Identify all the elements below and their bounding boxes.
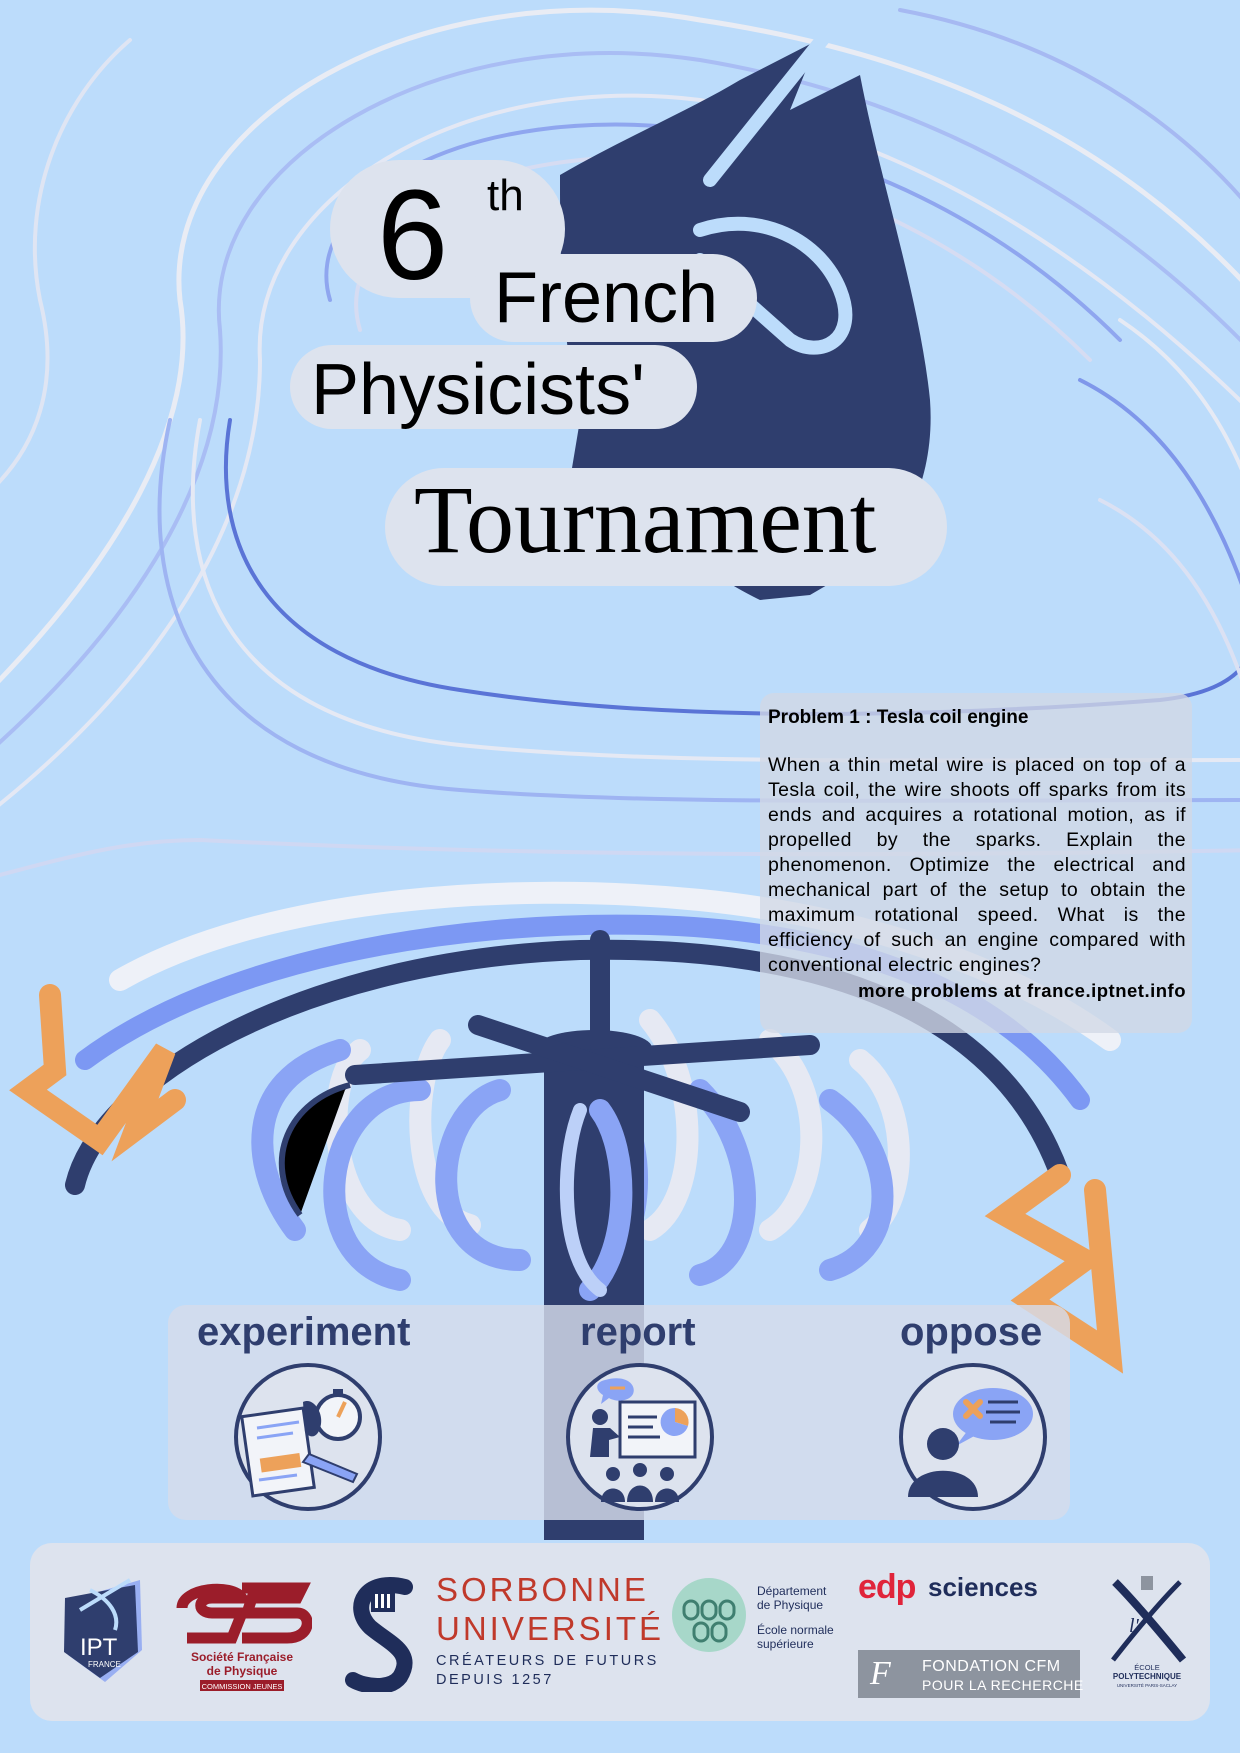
title-number: 6 <box>377 164 449 307</box>
sorbonne-name-1: SORBONNE <box>436 1571 649 1608</box>
title-pill-french <box>470 254 757 342</box>
ipt-france-logo: IPT FRANCE <box>64 1578 142 1682</box>
sfp-name-1: Société Française <box>191 1650 293 1664</box>
edp-logo: edp <box>858 1568 916 1606</box>
problem-box: Problem 1 : Tesla coil engine When a thi… <box>760 693 1192 1033</box>
title-tournament: Tournament <box>414 466 877 573</box>
ens-dept-1: Département <box>757 1584 827 1598</box>
activity-label-experiment: experiment <box>197 1310 411 1354</box>
activity-label-oppose: oppose <box>900 1310 1043 1354</box>
problem-text: When a thin metal wire is placed on top … <box>768 754 1186 976</box>
ens-school-2: supérieure <box>757 1637 814 1651</box>
activity-label-report: report <box>580 1310 696 1354</box>
title-pill-physicists <box>290 345 697 429</box>
title-physicists: Physicists' <box>311 350 645 430</box>
polytechnique-logo: l' ÉCOLE POLYTECHNIQUE UNIVERSITÉ PARIS-… <box>1111 1576 1187 1688</box>
polytechnique-name: POLYTECHNIQUE <box>1113 1672 1182 1681</box>
cfm-name-1: FONDATION CFM <box>922 1658 1061 1675</box>
sorbonne-name-2: UNIVERSITÉ <box>436 1610 665 1647</box>
ipt-france-text: FRANCE <box>88 1660 121 1669</box>
title-suffix: th <box>487 171 524 220</box>
lightning-right <box>984 1164 1124 1374</box>
title-french: French <box>494 258 719 338</box>
title-pill-tournament <box>385 468 947 586</box>
ipt-text: IPT <box>80 1634 118 1661</box>
cfm-name-2: POUR LA RECHERCHE <box>922 1677 1084 1693</box>
ens-school-1: École normale <box>757 1623 834 1637</box>
cfm-logo <box>858 1650 1080 1698</box>
polytechnique-univ: UNIVERSITÉ PARIS-SACLAY <box>1117 1682 1177 1688</box>
presentation-icon <box>566 1363 714 1511</box>
sorbonne-logo <box>345 1577 413 1692</box>
sorbonne-tagline-2: DEPUIS 1257 <box>436 1672 554 1688</box>
lightning-left <box>9 984 186 1162</box>
sfp-logo: Société Française de Physique COMMISSION… <box>176 1582 312 1691</box>
sfp-commission: COMMISSION JEUNES <box>202 1682 283 1691</box>
stopwatch-notebook-icon <box>234 1363 382 1511</box>
polytechnique-ecole: ÉCOLE <box>1134 1663 1159 1672</box>
sfp-name-2: de Physique <box>207 1664 278 1678</box>
more-problems-link[interactable]: more problems at france.iptnet.info <box>858 980 1186 1001</box>
ens-dept-2: de Physique <box>757 1598 824 1612</box>
sorbonne-tagline-1: CRÉATEURS DE FUTURS <box>436 1653 659 1669</box>
edp-sciences-text: sciences <box>928 1572 1038 1602</box>
cfm-f-icon: F <box>870 1655 891 1692</box>
problem-title: Problem 1 : Tesla coil engine <box>768 707 1029 728</box>
svg-text:l': l' <box>1129 1615 1140 1637</box>
ens-physique-logo <box>672 1578 746 1652</box>
speech-bubble-icon <box>899 1363 1047 1511</box>
